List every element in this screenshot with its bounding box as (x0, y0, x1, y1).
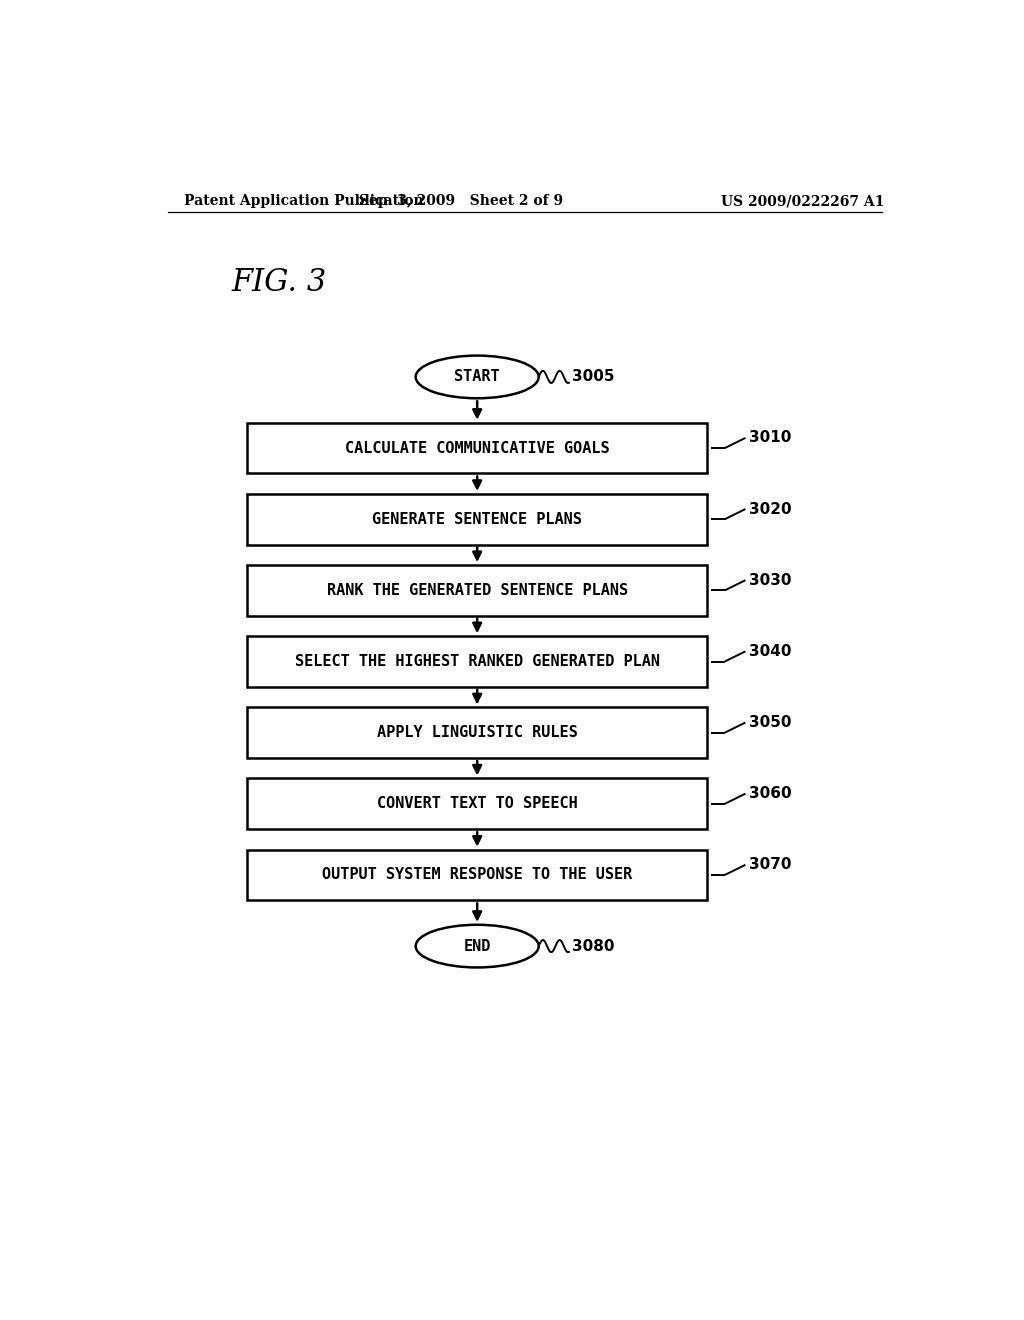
Text: CALCULATE COMMUNICATIVE GOALS: CALCULATE COMMUNICATIVE GOALS (345, 441, 609, 455)
Text: CONVERT TEXT TO SPEECH: CONVERT TEXT TO SPEECH (377, 796, 578, 812)
Text: Patent Application Publication: Patent Application Publication (183, 194, 423, 209)
FancyBboxPatch shape (247, 779, 708, 829)
Text: 3030: 3030 (749, 573, 792, 587)
Text: 3050: 3050 (749, 715, 792, 730)
Text: START: START (455, 370, 500, 384)
FancyBboxPatch shape (247, 494, 708, 545)
Text: Sep. 3, 2009   Sheet 2 of 9: Sep. 3, 2009 Sheet 2 of 9 (359, 194, 563, 209)
Text: 3060: 3060 (749, 787, 792, 801)
FancyBboxPatch shape (247, 636, 708, 686)
Ellipse shape (416, 355, 539, 399)
FancyBboxPatch shape (247, 422, 708, 474)
FancyBboxPatch shape (247, 850, 708, 900)
Text: 3020: 3020 (749, 502, 792, 516)
Text: OUTPUT SYSTEM RESPONSE TO THE USER: OUTPUT SYSTEM RESPONSE TO THE USER (323, 867, 632, 883)
Text: 3005: 3005 (572, 370, 614, 384)
Text: GENERATE SENTENCE PLANS: GENERATE SENTENCE PLANS (373, 512, 582, 527)
FancyBboxPatch shape (247, 565, 708, 616)
Text: 3010: 3010 (749, 430, 791, 445)
Text: RANK THE GENERATED SENTENCE PLANS: RANK THE GENERATED SENTENCE PLANS (327, 583, 628, 598)
Text: END: END (464, 939, 490, 953)
Text: SELECT THE HIGHEST RANKED GENERATED PLAN: SELECT THE HIGHEST RANKED GENERATED PLAN (295, 653, 659, 669)
Text: US 2009/0222267 A1: US 2009/0222267 A1 (721, 194, 885, 209)
Ellipse shape (416, 925, 539, 968)
Text: 3080: 3080 (572, 939, 614, 953)
Text: 3040: 3040 (749, 644, 792, 659)
Text: APPLY LINGUISTIC RULES: APPLY LINGUISTIC RULES (377, 725, 578, 741)
FancyBboxPatch shape (247, 708, 708, 758)
Text: FIG. 3: FIG. 3 (231, 267, 327, 298)
Text: 3070: 3070 (749, 857, 792, 873)
